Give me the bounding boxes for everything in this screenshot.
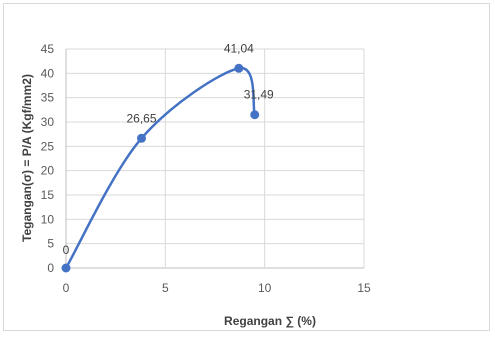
- y-tick-label-5: 5: [47, 237, 54, 251]
- x-tick-label-10: 10: [258, 281, 272, 295]
- data-point-3: [250, 110, 260, 120]
- data-label-3: 31,49: [244, 88, 274, 102]
- data-label-0: 0: [63, 243, 70, 257]
- y-tick-label-40: 40: [41, 66, 55, 80]
- y-tick-label-35: 35: [41, 91, 55, 105]
- data-point-2: [234, 63, 244, 73]
- x-tick-label-0: 0: [63, 281, 70, 295]
- y-tick-label-15: 15: [41, 188, 55, 202]
- x-tick-label-5: 5: [162, 281, 169, 295]
- x-axis-title: Regangan ∑ (%): [224, 314, 316, 328]
- y-axis-title: Tegangan(σ) = P/A (Kgf/mm2): [20, 74, 34, 242]
- y-tick-label-0: 0: [47, 261, 54, 275]
- chart-frame: [3, 3, 490, 331]
- y-tick-label-10: 10: [41, 212, 55, 226]
- series-line: [64, 67, 256, 270]
- data-point-1: [136, 133, 146, 143]
- y-tick-label-45: 45: [41, 42, 55, 56]
- y-tick-label-25: 25: [41, 139, 55, 153]
- y-tick-label-20: 20: [41, 164, 55, 178]
- x-tick-label-15: 15: [357, 281, 371, 295]
- data-label-2: 41,04: [224, 41, 254, 55]
- y-tick-label-30: 30: [41, 115, 55, 129]
- data-point-0: [61, 263, 71, 273]
- data-label-1: 26,65: [126, 111, 156, 125]
